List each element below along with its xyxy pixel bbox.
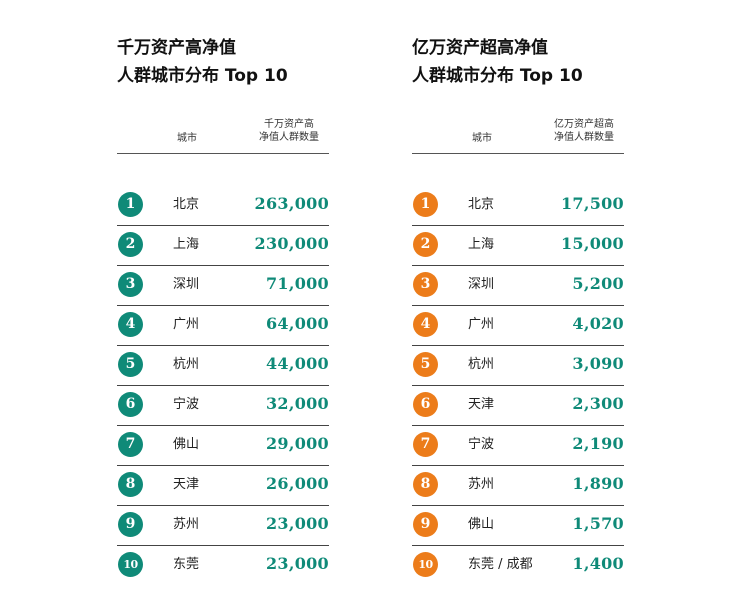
rank-badge: 6 xyxy=(413,392,438,417)
population-value: 1,890 xyxy=(572,474,624,493)
rank-badge: 7 xyxy=(118,432,143,457)
left-ranking-table: 千万资产高净值 人群城市分布 Top 10 城市 千万资产高 净值人群数量 1 北… xyxy=(117,34,329,586)
city-name: 东莞 xyxy=(173,557,200,572)
population-value: 44,000 xyxy=(265,354,329,373)
rank-badge: 2 xyxy=(413,232,438,257)
city-name: 深圳 xyxy=(173,277,200,292)
population-value: 1,400 xyxy=(572,554,624,573)
table-row: 5 杭州 3,090 xyxy=(412,346,624,386)
city-name: 苏州 xyxy=(468,477,495,492)
table-row: 8 天津 26,000 xyxy=(117,466,329,506)
city-name: 宁波 xyxy=(173,397,200,412)
rank-badge: 2 xyxy=(118,232,143,257)
city-name: 广州 xyxy=(468,317,495,332)
table-row: 3 深圳 71,000 xyxy=(117,266,329,306)
rank-badge: 9 xyxy=(413,512,438,537)
left-col-count: 千万资产高 净值人群数量 xyxy=(259,119,319,143)
city-name: 广州 xyxy=(173,317,200,332)
rank-badge: 10 xyxy=(413,552,438,577)
left-title-line2: 人群城市分布 Top 10 xyxy=(117,66,288,86)
population-value: 15,000 xyxy=(560,234,624,253)
table-row: 5 杭州 44,000 xyxy=(117,346,329,386)
table-row: 10 东莞 23,000 xyxy=(117,546,329,586)
city-name: 杭州 xyxy=(468,357,495,372)
right-rows: 1 北京 17,500 2 上海 15,000 3 深圳 5,200 4 广州 4,020 5 杭州 3,0… xyxy=(412,186,624,586)
city-name: 杭州 xyxy=(173,357,200,372)
table-row: 1 北京 17,500 xyxy=(412,186,624,226)
right-column-header: 城市 亿万资产超高 净值人群数量 xyxy=(412,111,624,154)
city-name: 天津 xyxy=(173,477,200,492)
population-value: 71,000 xyxy=(265,274,329,293)
rank-badge: 5 xyxy=(413,352,438,377)
city-name: 深圳 xyxy=(468,277,495,292)
table-row: 2 上海 230,000 xyxy=(117,226,329,266)
table-row: 7 佛山 29,000 xyxy=(117,426,329,466)
rank-badge: 8 xyxy=(413,472,438,497)
table-row: 3 深圳 5,200 xyxy=(412,266,624,306)
population-value: 3,090 xyxy=(572,354,624,373)
rank-badge: 9 xyxy=(118,512,143,537)
right-ranking-table: 亿万资产超高净值 人群城市分布 Top 10 城市 亿万资产超高 净值人群数量 … xyxy=(412,34,624,586)
city-name: 上海 xyxy=(468,237,495,252)
table-row: 4 广州 4,020 xyxy=(412,306,624,346)
population-value: 32,000 xyxy=(265,394,329,413)
rank-badge: 7 xyxy=(413,432,438,457)
city-name: 佛山 xyxy=(173,437,200,452)
population-value: 5,200 xyxy=(572,274,624,293)
city-name: 苏州 xyxy=(173,517,200,532)
city-name: 天津 xyxy=(468,397,495,412)
rank-badge: 4 xyxy=(413,312,438,337)
city-name: 北京 xyxy=(173,197,200,212)
rank-badge: 5 xyxy=(118,352,143,377)
population-value: 230,000 xyxy=(254,234,329,253)
right-col-count: 亿万资产超高 净值人群数量 xyxy=(554,119,614,143)
population-value: 23,000 xyxy=(265,554,329,573)
left-col-city: 城市 xyxy=(177,133,197,144)
table-row: 6 天津 2,300 xyxy=(412,386,624,426)
population-value: 64,000 xyxy=(265,314,329,333)
table-row: 7 宁波 2,190 xyxy=(412,426,624,466)
population-value: 2,300 xyxy=(572,394,624,413)
table-row: 4 广州 64,000 xyxy=(117,306,329,346)
left-rows: 1 北京 263,000 2 上海 230,000 3 深圳 71,000 4 广州 64,000 5 杭… xyxy=(117,186,329,586)
rank-badge: 8 xyxy=(118,472,143,497)
rank-badge: 6 xyxy=(118,392,143,417)
right-title-line1: 亿万资产超高净值 xyxy=(412,38,548,58)
rank-badge: 10 xyxy=(118,552,143,577)
table-row: 10 东莞 / 成都 1,400 xyxy=(412,546,624,586)
city-name: 佛山 xyxy=(468,517,495,532)
left-title-line1: 千万资产高净值 xyxy=(117,38,236,58)
rank-badge: 3 xyxy=(413,272,438,297)
population-value: 29,000 xyxy=(265,434,329,453)
rank-badge: 1 xyxy=(413,192,438,217)
population-value: 17,500 xyxy=(560,194,624,213)
table-row: 9 佛山 1,570 xyxy=(412,506,624,546)
population-value: 1,570 xyxy=(572,514,624,533)
city-name: 北京 xyxy=(468,197,495,212)
rank-badge: 1 xyxy=(118,192,143,217)
right-title-line2: 人群城市分布 Top 10 xyxy=(412,66,583,86)
population-value: 23,000 xyxy=(265,514,329,533)
city-name: 上海 xyxy=(173,237,200,252)
rank-badge: 3 xyxy=(118,272,143,297)
population-value: 26,000 xyxy=(265,474,329,493)
table-row: 8 苏州 1,890 xyxy=(412,466,624,506)
population-value: 263,000 xyxy=(254,194,329,213)
population-value: 2,190 xyxy=(572,434,624,453)
table-row: 2 上海 15,000 xyxy=(412,226,624,266)
table-row: 9 苏州 23,000 xyxy=(117,506,329,546)
rank-badge: 4 xyxy=(118,312,143,337)
table-row: 6 宁波 32,000 xyxy=(117,386,329,426)
city-name: 东莞 / 成都 xyxy=(468,557,533,572)
left-column-header: 城市 千万资产高 净值人群数量 xyxy=(117,111,329,154)
table-row: 1 北京 263,000 xyxy=(117,186,329,226)
right-col-city: 城市 xyxy=(472,133,492,144)
population-value: 4,020 xyxy=(572,314,624,333)
city-name: 宁波 xyxy=(468,437,495,452)
